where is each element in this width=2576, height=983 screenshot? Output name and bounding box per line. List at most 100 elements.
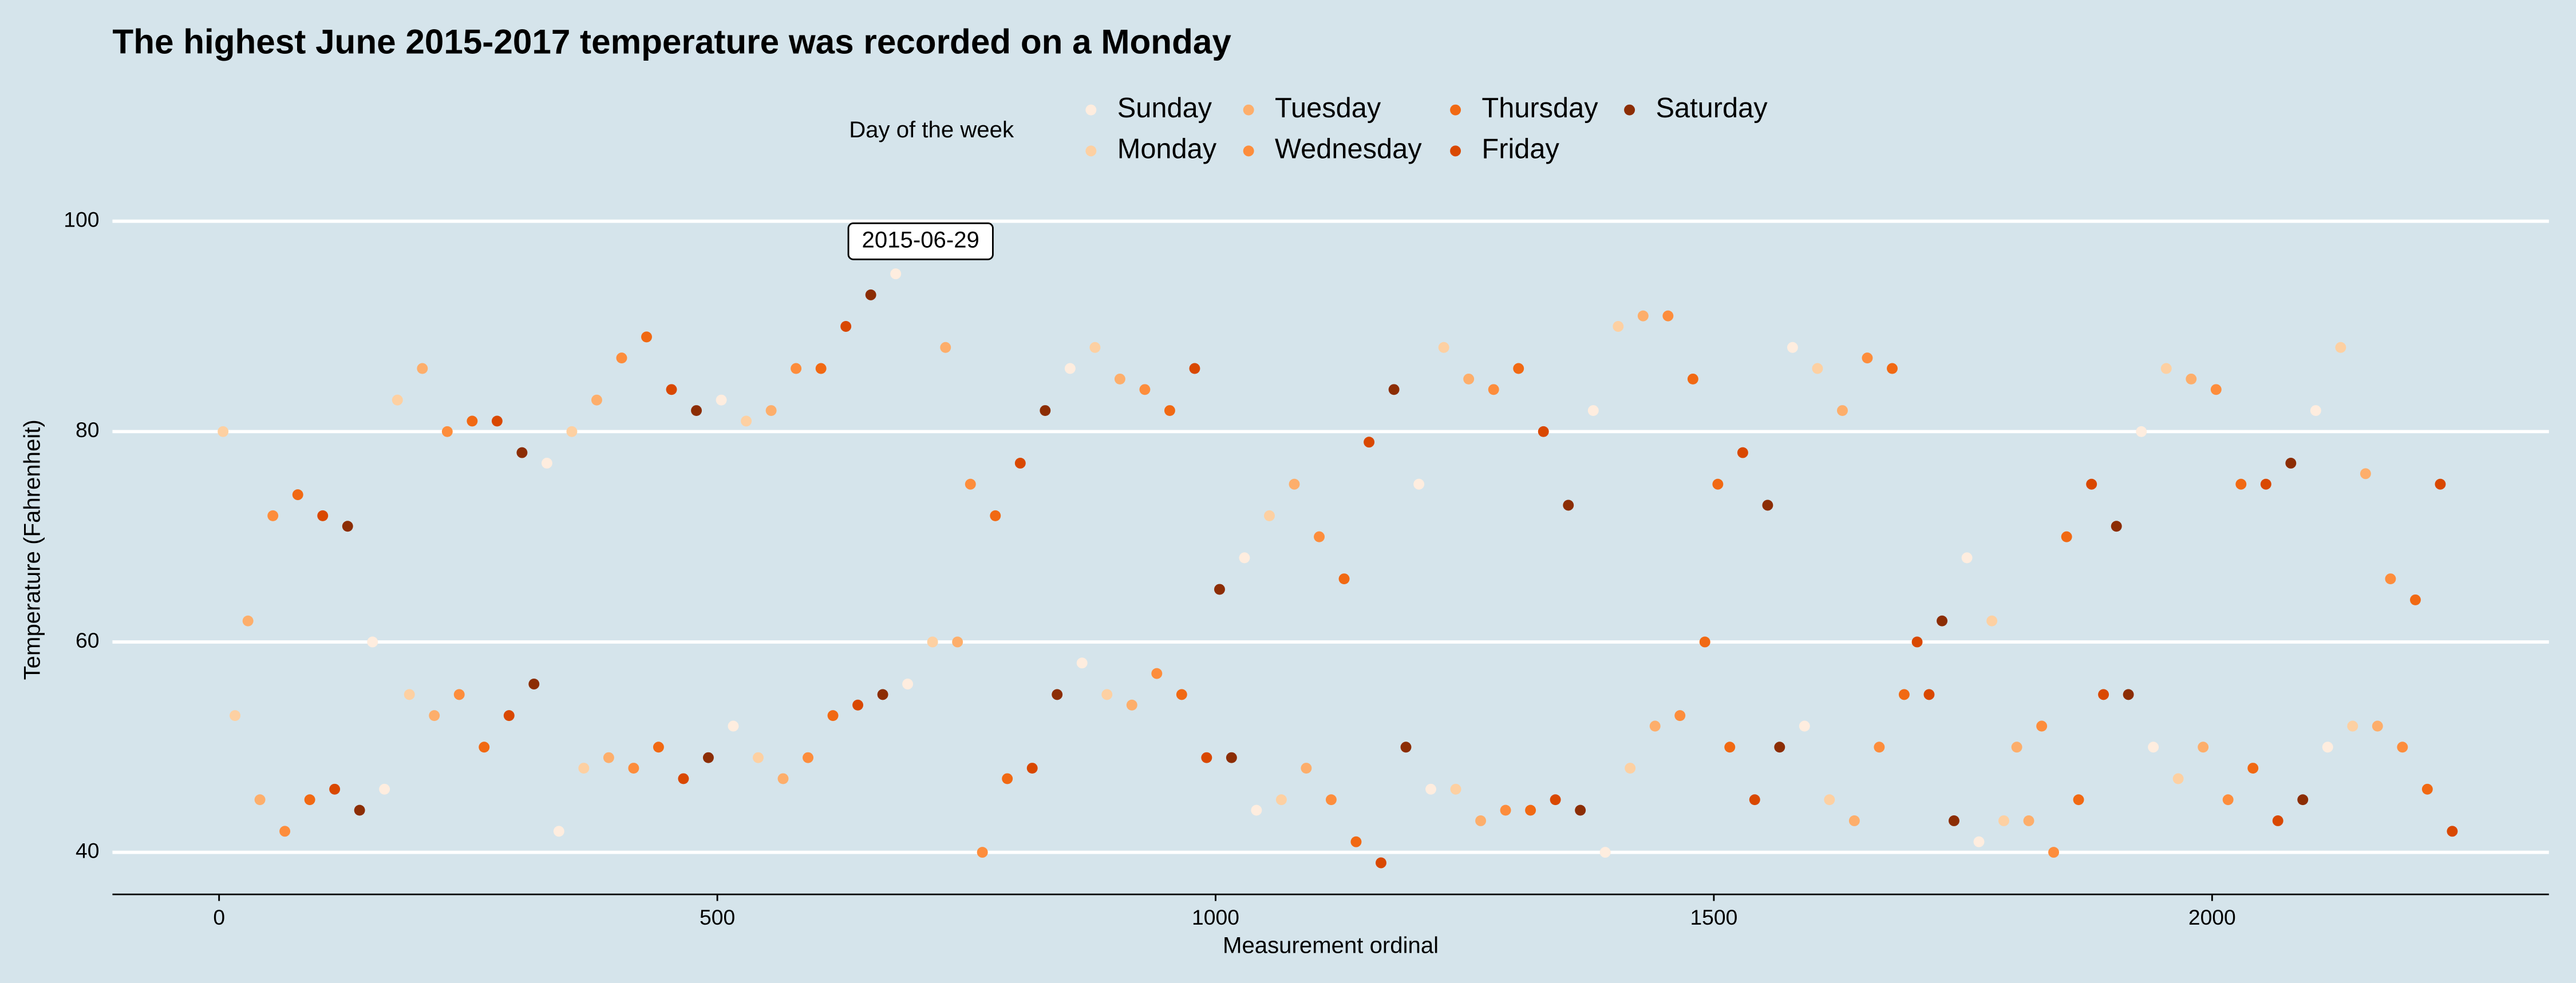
point	[1513, 363, 1524, 374]
point	[1563, 500, 1574, 511]
point	[1538, 426, 1549, 437]
point	[628, 763, 639, 774]
point	[990, 510, 1001, 521]
point	[1139, 384, 1151, 395]
point	[1376, 857, 1386, 869]
point	[1314, 531, 1325, 542]
point	[653, 742, 664, 753]
point	[1338, 573, 1350, 585]
point	[2186, 373, 2197, 385]
point	[1388, 384, 1400, 395]
point	[2136, 426, 2147, 437]
point	[1089, 342, 1101, 353]
point	[329, 783, 341, 795]
annotation-box	[847, 222, 994, 260]
point	[2272, 815, 2283, 826]
point	[741, 415, 752, 427]
point	[1052, 689, 1063, 700]
point	[940, 342, 951, 353]
point	[2222, 794, 2234, 806]
point	[1774, 742, 1785, 753]
point	[2048, 847, 2059, 858]
point	[2247, 763, 2259, 774]
point	[1587, 405, 1599, 417]
y-tick-label: 80	[76, 418, 99, 442]
point	[2235, 478, 2247, 490]
point	[1712, 478, 1724, 490]
point	[218, 426, 229, 437]
point	[342, 521, 353, 532]
point	[2172, 773, 2184, 784]
annotation: 2015-06-29	[862, 227, 979, 252]
point	[666, 384, 677, 395]
point	[702, 752, 714, 763]
point	[791, 363, 802, 374]
point	[2397, 742, 2408, 753]
point	[404, 689, 415, 700]
point	[2372, 720, 2383, 732]
point	[815, 363, 827, 374]
point	[1874, 742, 1885, 753]
point	[467, 415, 478, 427]
point	[254, 794, 266, 806]
point	[1350, 836, 1362, 847]
point	[803, 752, 813, 763]
point	[1550, 794, 1561, 806]
point	[1126, 699, 1137, 711]
point	[566, 426, 578, 437]
legend-label: Saturday	[1656, 93, 1768, 124]
point	[2073, 794, 2084, 806]
point	[2385, 573, 2396, 585]
point	[2347, 720, 2358, 732]
point	[1699, 636, 1710, 648]
point	[616, 352, 627, 364]
point	[2435, 478, 2446, 490]
point	[840, 321, 852, 332]
point	[354, 804, 365, 816]
point	[2023, 815, 2034, 826]
point	[1189, 363, 1200, 374]
point	[1239, 552, 1250, 564]
point	[1064, 363, 1076, 374]
legend-title: Day of the week	[849, 117, 1014, 142]
point	[753, 752, 764, 763]
x-tick-label: 2000	[2188, 905, 2236, 929]
point	[392, 394, 403, 406]
legend-marker	[1450, 145, 1461, 157]
point	[1937, 615, 1948, 627]
point	[279, 826, 291, 837]
point	[491, 415, 503, 427]
point	[865, 289, 876, 300]
point	[1812, 363, 1823, 374]
point	[2210, 384, 2222, 395]
y-tick-label: 60	[76, 628, 99, 652]
point	[1662, 310, 1674, 322]
point	[1898, 689, 1910, 700]
point	[379, 783, 390, 795]
x-tick-label: 1000	[1192, 905, 1239, 929]
point	[641, 331, 652, 343]
point	[317, 510, 329, 521]
point	[603, 752, 614, 763]
point	[1599, 847, 1611, 858]
point	[429, 710, 440, 722]
point	[503, 710, 515, 722]
point	[691, 405, 702, 417]
point	[441, 426, 453, 437]
point	[304, 794, 315, 806]
point	[977, 847, 988, 858]
y-tick-label: 100	[64, 208, 99, 232]
point	[553, 826, 564, 837]
legend-label: Tuesday	[1275, 93, 1381, 124]
point	[2409, 594, 2421, 605]
point	[367, 636, 378, 648]
x-tick-label: 0	[213, 905, 225, 929]
point	[541, 457, 552, 469]
point	[2148, 742, 2159, 753]
point	[1799, 720, 1810, 732]
point	[1289, 478, 1300, 490]
point	[1625, 763, 1636, 774]
point	[1986, 615, 1998, 627]
point	[1948, 815, 1959, 826]
point	[2285, 457, 2297, 469]
